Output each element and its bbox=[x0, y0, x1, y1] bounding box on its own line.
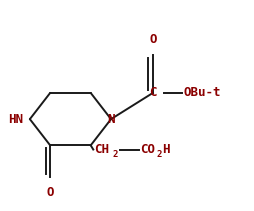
Text: CO: CO bbox=[140, 143, 155, 156]
Text: HN: HN bbox=[8, 113, 23, 126]
Text: C: C bbox=[149, 87, 156, 99]
Text: N: N bbox=[107, 113, 114, 126]
Text: CH: CH bbox=[94, 143, 109, 156]
Text: 2: 2 bbox=[156, 150, 161, 159]
Text: H: H bbox=[161, 143, 169, 156]
Text: 2: 2 bbox=[112, 150, 118, 159]
Text: OBu-t: OBu-t bbox=[183, 87, 220, 99]
Text: O: O bbox=[46, 186, 54, 199]
Text: O: O bbox=[149, 33, 156, 46]
